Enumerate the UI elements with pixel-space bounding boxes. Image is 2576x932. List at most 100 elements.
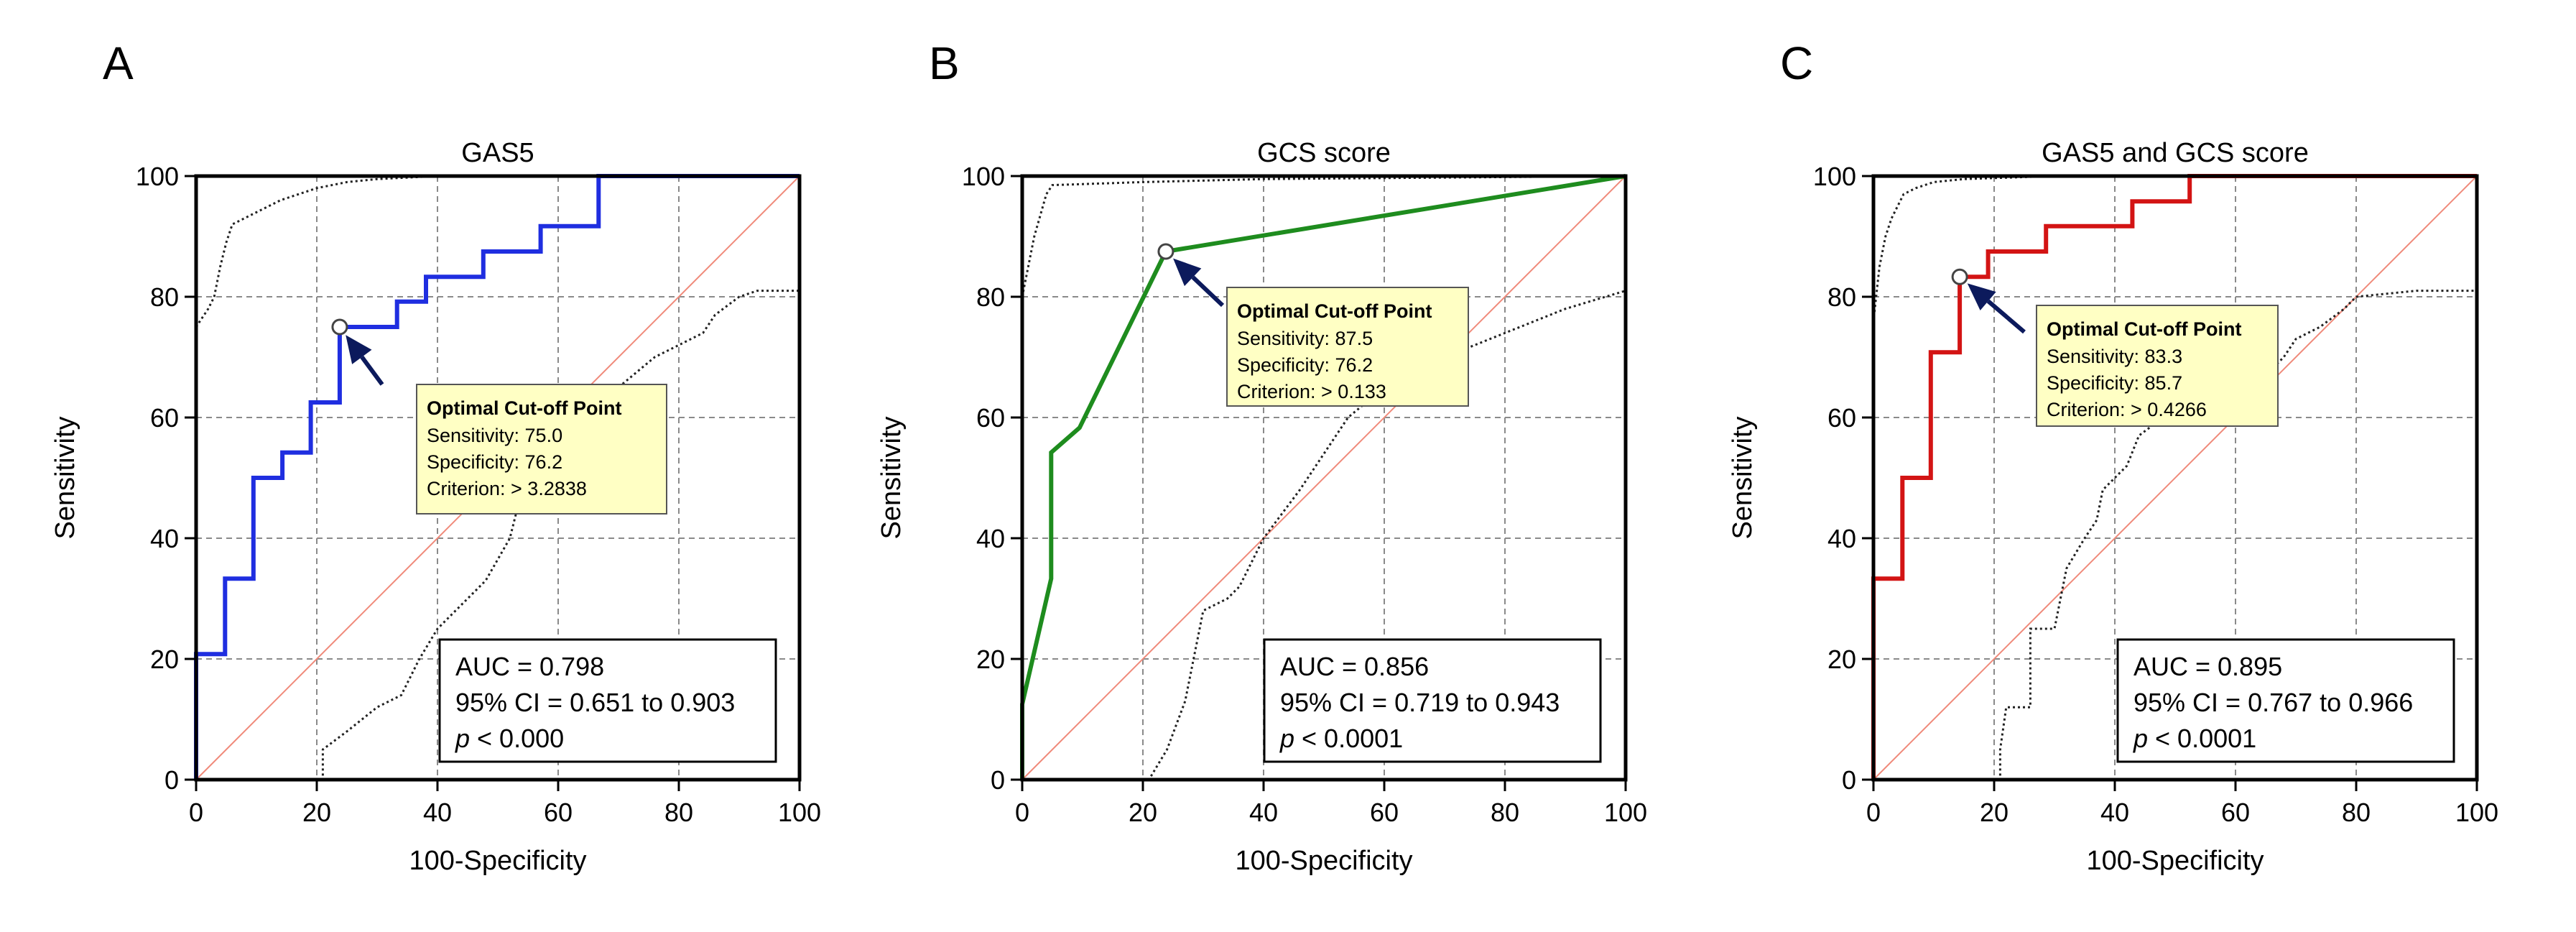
x-tick-label: 40 <box>2100 798 2129 827</box>
ci-upper-bound <box>195 175 800 780</box>
ci-lower-bound <box>1022 176 1627 781</box>
p-symbol: p <box>1279 724 1294 753</box>
auc-ci: 95% CI = 0.719 to 0.943 <box>1280 688 1560 717</box>
roc-curve <box>1871 174 2477 780</box>
y-tick-label: 60 <box>1827 403 1856 433</box>
roc-panel-c: C GAS5 and GCS score 0 20 40 60 80 100 0 20 40 60 80… <box>1728 37 2498 876</box>
y-tick-label: 20 <box>150 645 179 674</box>
x-tick-label: 80 <box>664 798 693 827</box>
auc-box <box>438 638 777 763</box>
x-axis-label: 100-Specificity <box>2086 846 2264 876</box>
chart-title: GAS5 <box>461 138 534 168</box>
y-tick-label: 80 <box>150 282 179 312</box>
x-tick-label: 0 <box>1866 798 1881 827</box>
y-axis-label: Sensitivity <box>50 416 80 539</box>
cutoff-box-line: Criterion: > 0.4266 <box>2047 399 2207 420</box>
auc-value: AUC = 0.798 <box>455 652 604 681</box>
auc-p-value: p < 0.000 <box>455 724 564 753</box>
cutoff-arrow-head <box>1173 258 1202 287</box>
p-rest: < 0.0001 <box>1294 724 1403 753</box>
cutoff-box-title: Optimal Cut-off Point <box>1237 300 1432 322</box>
y-tick-label: 40 <box>1827 524 1856 553</box>
x-tick-label: 0 <box>1015 798 1029 827</box>
x-tick-label: 40 <box>1249 798 1278 827</box>
y-tick-label: 0 <box>1842 765 1856 795</box>
y-tick-label: 20 <box>976 645 1005 674</box>
cutoff-box-line: Specificity: 76.2 <box>427 451 562 473</box>
cutoff-box-line: Criterion: > 3.2838 <box>427 478 587 499</box>
auc-ci: 95% CI = 0.651 to 0.903 <box>455 688 735 717</box>
y-tick-label: 0 <box>165 765 179 795</box>
y-tick-label: 20 <box>1827 645 1856 674</box>
y-axis-label: Sensitivity <box>1728 416 1758 539</box>
p-symbol: p <box>455 724 470 753</box>
cutoff-arrow-shaft <box>1986 299 2026 334</box>
cutoff-arrow-shaft <box>360 356 384 386</box>
x-tick-label: 60 <box>2221 798 2250 827</box>
x-tick-label: 100 <box>2455 798 2498 827</box>
plot-frame <box>1020 174 1628 782</box>
plot-frame <box>1871 174 2479 782</box>
cutoff-arrow-head <box>1967 283 1996 310</box>
cutoff-arrow-head <box>346 335 372 364</box>
panel-letter: C <box>1780 37 1813 89</box>
p-rest: < 0.000 <box>470 724 564 753</box>
roc-panel-b: B GCS score 0 20 40 60 80 100 0 20 40 60 80 100 100-Sp… <box>876 37 1647 876</box>
cutoff-box <box>1226 287 1469 407</box>
auc-value: AUC = 0.856 <box>1280 652 1429 681</box>
x-tick-label: 20 <box>1129 798 1157 827</box>
auc-p-value: p < 0.0001 <box>1279 724 1403 753</box>
y-tick-label: 80 <box>1827 282 1856 312</box>
panel-letter: B <box>929 37 960 89</box>
x-tick-label: 0 <box>189 798 203 827</box>
p-symbol: p <box>2133 724 2148 753</box>
reference-diagonal <box>1021 175 1626 780</box>
y-tick-label: 100 <box>1813 162 1856 191</box>
y-tick-label: 0 <box>991 765 1005 795</box>
chart-title: GCS score <box>1257 138 1391 168</box>
x-axis-label: 100-Specificity <box>409 846 586 876</box>
x-tick-label: 60 <box>1370 798 1399 827</box>
cutoff-box-line: Sensitivity: 75.0 <box>427 425 562 446</box>
y-tick-label: 60 <box>976 403 1005 433</box>
x-tick-label: 100 <box>1604 798 1647 827</box>
cutoff-box-line: Criterion: > 0.133 <box>1237 381 1386 402</box>
auc-value: AUC = 0.895 <box>2133 652 2282 681</box>
auc-box <box>1263 638 1602 763</box>
cutoff-box-line: Specificity: 76.2 <box>1237 354 1373 376</box>
y-axis-label: Sensitivity <box>876 416 907 539</box>
panel-letter: A <box>103 37 134 89</box>
cutoff-arrow-shaft <box>1191 275 1225 308</box>
x-tick-label: 60 <box>544 798 573 827</box>
y-tick-label: 60 <box>150 403 179 433</box>
cutoff-box-line: Sensitivity: 83.3 <box>2047 346 2182 367</box>
ci-upper-bound <box>1872 175 2477 780</box>
cutoff-box-title: Optimal Cut-off Point <box>427 397 621 419</box>
y-tick-label: 100 <box>962 162 1005 191</box>
reference-diagonal <box>1873 175 2478 780</box>
optimal-point-marker <box>1951 268 1968 285</box>
y-tick-label: 100 <box>136 162 179 191</box>
plot-frame <box>194 174 802 782</box>
cutoff-box-title: Optimal Cut-off Point <box>2047 318 2241 340</box>
x-tick-label: 80 <box>2342 798 2371 827</box>
y-tick-label: 40 <box>976 524 1005 553</box>
x-tick-label: 80 <box>1491 798 1519 827</box>
cutoff-box-line: Sensitivity: 87.5 <box>1237 328 1373 349</box>
optimal-point-marker <box>1157 243 1175 260</box>
auc-p-value: p < 0.0001 <box>2133 724 2256 753</box>
ci-upper-bound <box>1021 175 1626 780</box>
auc-ci: 95% CI = 0.767 to 0.966 <box>2133 688 2413 717</box>
optimal-point-marker <box>331 318 348 336</box>
cutoff-box-line: Specificity: 85.7 <box>2047 372 2182 394</box>
y-tick-label: 40 <box>150 524 179 553</box>
auc-box <box>2116 638 2455 763</box>
x-tick-label: 20 <box>1980 798 2009 827</box>
roc-panel-a: A GAS5 0 20 40 60 80 100 0 20 40 60 80 100 100-Specifi… <box>50 37 821 876</box>
x-tick-label: 20 <box>302 798 331 827</box>
chart-title: GAS5 and GCS score <box>2042 138 2309 168</box>
x-axis-label: 100-Specificity <box>1235 846 1412 876</box>
x-tick-label: 40 <box>423 798 452 827</box>
p-rest: < 0.0001 <box>2148 724 2256 753</box>
